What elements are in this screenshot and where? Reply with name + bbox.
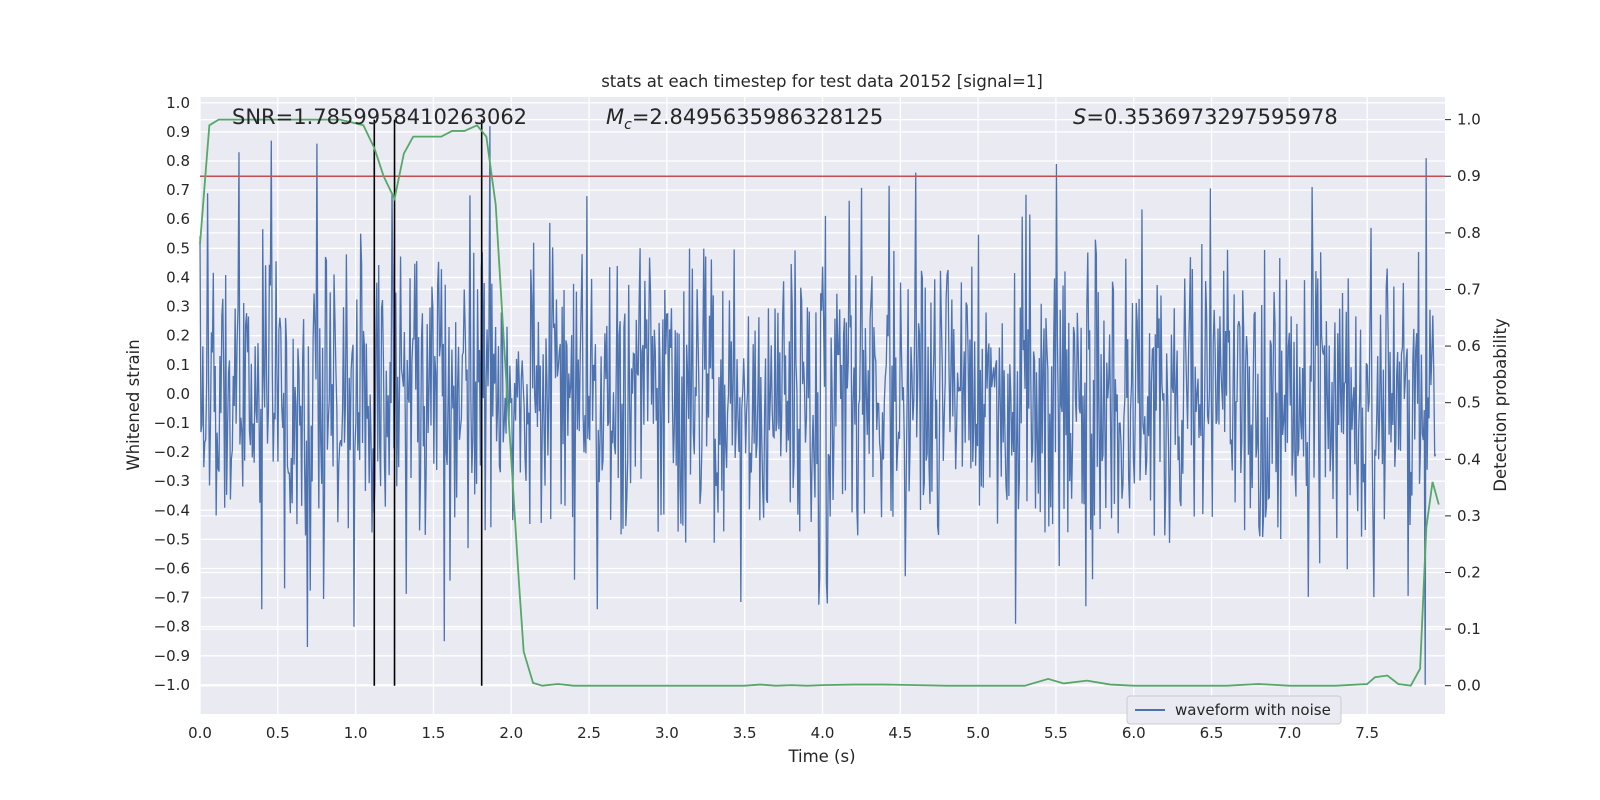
y-tick-label-left: −0.7 [154,589,190,607]
y-tick-label-right: 0.0 [1457,677,1481,695]
x-tick-label: 4.0 [811,724,835,742]
y-tick-label-left: −0.1 [154,414,190,432]
y-tick-label-left: 1.0 [166,94,190,112]
legend-box [1126,695,1342,725]
x-tick-label: 2.0 [499,724,523,742]
y-tick-label-left: 0.0 [166,385,190,403]
x-tick-label: 6.5 [1200,724,1224,742]
x-tick-label: 7.5 [1355,724,1379,742]
probability-line [199,118,1440,687]
y-tick-label-left: −1.0 [154,676,190,694]
y-tick-label-left: 0.9 [166,123,190,141]
x-tick-label: 6.0 [1122,724,1146,742]
y-tick-label-right: 0.6 [1457,337,1481,355]
y-tick-label-left: −0.8 [154,618,190,636]
mc-value: =2.8495635986328125 [632,105,883,129]
y-tick-label-right: 0.2 [1457,563,1481,581]
x-tick-label: 4.5 [888,724,912,742]
x-tick-label: 1.5 [422,724,446,742]
mc-subscript: c [624,117,632,133]
x-tick-label: 0.5 [266,724,290,742]
x-tick-label: 3.0 [655,724,679,742]
y-tick-label-left: 0.2 [166,327,190,345]
legend-label: waveform with noise [1175,701,1331,719]
y-tick-label-left: 0.5 [166,239,190,257]
y-tick-label-right: 0.4 [1457,450,1481,468]
snr-annotation: SNR=1.7859958410263062 [232,105,527,129]
y-tick-label-right: 0.5 [1457,394,1481,412]
y-tick-label-left: 0.8 [166,152,190,170]
y-tick-label-right: 1.0 [1457,111,1481,129]
y-tick-label-left: 0.1 [166,356,190,374]
y-tick-label-left: −0.2 [154,443,190,461]
x-axis-label: Time (s) [787,747,855,766]
y-axis-label-right: Detection probability [1491,318,1510,492]
x-tick-label: 1.0 [344,724,368,742]
y-tick-label-right: 0.7 [1457,280,1481,298]
mc-symbol: M [606,105,624,129]
y-tick-label-right: 0.9 [1457,167,1481,185]
x-tick-label: 7.0 [1277,724,1301,742]
x-tick-label: 2.5 [577,724,601,742]
y-tick-label-left: 0.6 [166,210,190,228]
waveform-series [199,126,1437,685]
x-tick-label: 3.5 [733,724,757,742]
chart-title: stats at each timestep for test data 201… [601,72,1043,91]
legend: waveform with noise [1126,695,1342,725]
mc-annotation: Mc=2.8495635986328125 [606,105,883,133]
y-tick-label-left: −0.9 [154,647,190,665]
s-value: =0.3536973297595978 [1086,105,1337,129]
y-tick-label-right: 0.1 [1457,620,1481,638]
y-tick-label-right: 0.3 [1457,507,1481,525]
y-tick-label-left: 0.4 [166,268,190,286]
s-symbol: S [1073,105,1086,129]
y-axis-label-left: Whitened strain [124,339,143,470]
x-tick-label: 5.0 [966,724,990,742]
s-annotation: S=0.3536973297595978 [1073,105,1338,129]
x-tick-label: 0.0 [188,724,212,742]
y-tick-label-left: −0.4 [154,501,190,519]
y-tick-label-left: −0.3 [154,472,190,490]
y-tick-label-left: 0.7 [166,181,190,199]
y-tick-label-left: 0.3 [166,298,190,316]
x-tick-label: 5.5 [1044,724,1068,742]
y-tick-label-left: −0.6 [154,559,190,577]
y-tick-label-left: −0.5 [154,530,190,548]
waveform-line [199,126,1437,685]
y-tick-label-right: 0.8 [1457,224,1481,242]
